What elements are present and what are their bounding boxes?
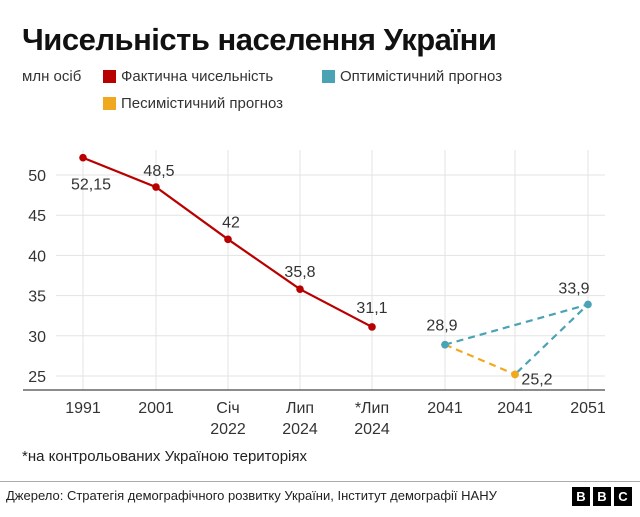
data-label: 28,9 [426,318,457,335]
x-tick-label: 2041 [497,400,533,417]
y-tick-label: 35 [28,289,46,306]
y-tick-label: 40 [28,248,46,265]
y-unit-label: млн осіб [22,68,82,85]
data-point [224,235,232,244]
legend-swatch [322,70,335,83]
footnote: *на контрольованих Україною територіях [22,448,308,465]
legend-label: Фактична чисельність [121,68,274,85]
data-point [584,300,592,309]
x-tick-label: 2022 [210,421,246,438]
x-tick-label: 1991 [65,400,101,417]
data-point [152,183,160,191]
data-label: 33,9 [558,280,589,297]
x-tick-label: 2024 [354,421,390,438]
data-point [441,340,449,349]
x-tick-label: 2051 [570,400,606,417]
y-tick-label: 50 [28,168,46,185]
data-label: 31,1 [356,300,387,317]
divider [0,481,640,482]
x-tick-label: 2024 [282,421,318,438]
y-tick-label: 30 [28,329,46,346]
x-tick-label: 2041 [427,400,463,417]
source-text: Джерело: Стратегія демографічного розвит… [6,488,497,503]
legend-item-optimistic: Оптимістичний прогноз [322,68,502,85]
x-tick-label: Січ [216,400,239,417]
y-tick-label: 45 [28,208,46,225]
legend-swatch [103,70,116,83]
y-tick-label: 25 [28,369,46,386]
data-label: 25,2 [521,371,552,388]
logo-letter: B [593,487,611,506]
legend-swatch [103,97,116,110]
series-line [444,343,516,376]
legend-item-actual: Фактична чисельність [103,68,273,85]
line-chart: 25 30 35 40 45 50 1991 2001 Січ 2022 Лип 2024 *Лип 20… [23,150,606,438]
data-label: 35,8 [284,264,315,281]
logo-letter: C [614,487,632,506]
data-label: 48,5 [143,163,174,180]
series-line [444,303,589,376]
x-tick-label: *Лип [355,400,389,417]
chart-title: Чисельність населення України [22,22,497,57]
data-label: 42 [222,214,240,231]
legend-label: Оптимістичний прогноз [340,68,503,85]
x-tick-label: Лип [286,400,314,417]
data-point [511,370,519,379]
data-label: 52,15 [71,177,111,194]
data-point [296,285,304,293]
legend-label: Песимістичний прогноз [121,95,284,112]
x-tick-label: 2001 [138,400,174,417]
legend-item-pessimistic: Песимістичний прогноз [103,95,283,112]
data-point [368,323,376,331]
logo-letter: B [572,487,590,506]
data-point [79,153,87,162]
